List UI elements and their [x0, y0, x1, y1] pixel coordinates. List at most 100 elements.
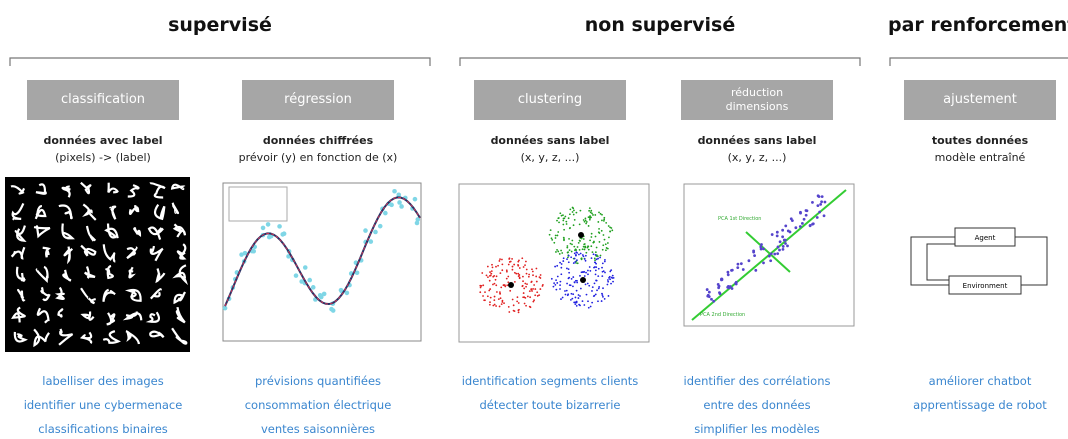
cluster-point	[589, 266, 591, 268]
pca-point	[762, 247, 765, 250]
sample-point	[251, 249, 256, 254]
pca-label: PCA 2nd Direction	[700, 312, 745, 318]
data-subheading: prévoir (y) en fonction de (x)	[239, 151, 398, 164]
cluster-point	[494, 296, 496, 298]
cluster-point	[566, 268, 568, 270]
cluster-point	[526, 283, 528, 285]
pca-point	[786, 244, 789, 247]
pca-point	[730, 269, 733, 272]
cluster-point	[597, 300, 599, 302]
cluster-point	[569, 284, 571, 286]
cluster-point	[523, 288, 525, 290]
cluster-point	[568, 272, 570, 274]
brackets	[0, 0, 1068, 80]
plot-frame	[459, 184, 649, 342]
cluster-point	[529, 290, 531, 292]
cluster-point	[525, 261, 527, 263]
use-case: classifications binaires	[38, 422, 168, 436]
rl-label: Agent	[975, 234, 996, 242]
pca-point	[706, 288, 709, 291]
cluster-point	[600, 213, 602, 215]
cluster-point	[583, 255, 585, 257]
cluster-point	[585, 217, 587, 219]
cluster-point	[594, 282, 596, 284]
cluster-point	[507, 276, 509, 278]
cluster-point	[586, 221, 588, 223]
pca-point	[821, 195, 824, 198]
cluster-point	[607, 242, 609, 244]
cluster-point	[486, 274, 488, 276]
cluster-point	[562, 214, 564, 216]
sample-point	[389, 203, 394, 208]
sample-point	[397, 200, 402, 205]
cluster-point	[609, 226, 611, 228]
cluster-point	[587, 273, 589, 275]
sample-point	[369, 239, 374, 244]
cluster-point	[597, 255, 599, 257]
cluster-point	[572, 293, 574, 295]
cluster-point	[484, 291, 486, 293]
data-heading: toutes données	[932, 134, 1028, 147]
cluster-point	[481, 272, 483, 274]
data-heading: données chiffrées	[263, 134, 373, 147]
cluster-point	[562, 260, 564, 262]
cluster-point	[568, 238, 570, 240]
clustering-figure	[453, 180, 653, 350]
pca-point	[819, 203, 822, 206]
cluster-point	[585, 260, 587, 262]
plot-legend	[229, 187, 287, 221]
cluster-point	[608, 225, 610, 227]
cluster-point	[489, 280, 491, 282]
cluster-point	[602, 262, 604, 264]
cluster-point	[585, 272, 587, 274]
cluster-point	[551, 239, 553, 241]
cluster-point	[589, 219, 591, 221]
pca-point	[794, 226, 797, 229]
cluster-point	[582, 300, 584, 302]
mnist-background	[5, 177, 190, 352]
cluster-point	[583, 271, 585, 273]
cluster-point	[490, 297, 492, 299]
cluster-point	[522, 285, 524, 287]
sample-point	[266, 222, 271, 227]
cluster-point	[530, 289, 532, 291]
cluster-point	[580, 288, 582, 290]
cluster-point	[499, 293, 501, 295]
cluster-point	[588, 285, 590, 287]
cluster-point	[555, 237, 557, 239]
pca-point	[720, 278, 723, 281]
cluster-point	[593, 253, 595, 255]
sample-point	[322, 292, 327, 297]
cluster-point	[530, 306, 532, 308]
cluster-point	[601, 220, 603, 222]
cluster-point	[571, 251, 573, 253]
cluster-point	[575, 280, 577, 282]
cluster-point	[610, 283, 612, 285]
pca-point	[776, 252, 779, 255]
cluster-point	[560, 267, 562, 269]
pca-point	[820, 200, 823, 203]
cluster-point	[590, 245, 592, 247]
cluster-point	[591, 302, 593, 304]
sample-point	[378, 224, 383, 229]
use-case: identifier des corrélations	[684, 374, 831, 388]
cluster-point	[568, 277, 570, 279]
pca-point	[784, 242, 787, 245]
cluster-point	[584, 243, 586, 245]
cluster-point	[577, 246, 579, 248]
use-case: détecter toute bizarrerie	[480, 398, 621, 412]
cluster-point	[559, 212, 561, 214]
cluster-point	[578, 242, 580, 244]
cluster-point	[587, 283, 589, 285]
cluster-point	[532, 288, 534, 290]
method-button: clustering	[474, 80, 626, 120]
sample-point	[277, 224, 282, 229]
pca-point	[816, 204, 819, 207]
pca-point	[781, 229, 784, 232]
cluster-point	[584, 275, 586, 277]
use-case: identifier une cybermenace	[24, 398, 183, 412]
cluster-point	[554, 284, 556, 286]
pca-point	[789, 231, 792, 234]
cluster-point	[604, 261, 606, 263]
cluster-point	[604, 239, 606, 241]
